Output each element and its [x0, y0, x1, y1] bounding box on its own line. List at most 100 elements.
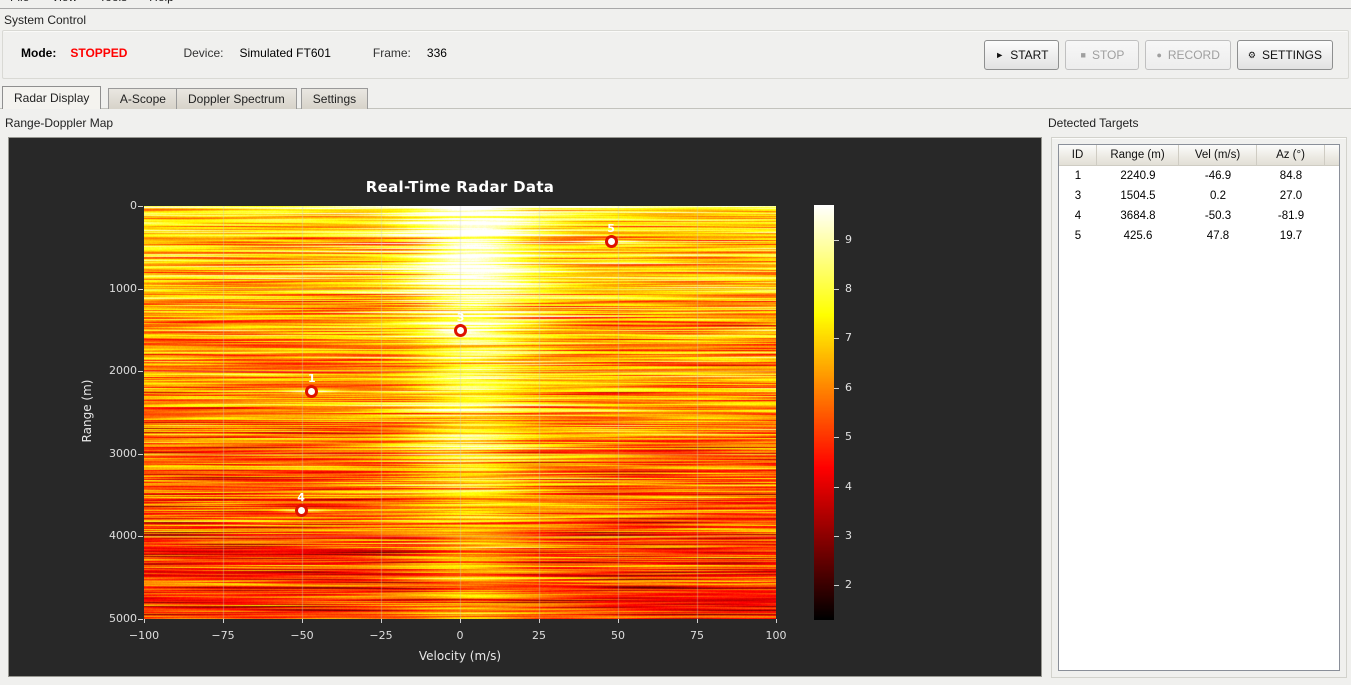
- colorbar-tick-label: 2: [845, 578, 852, 592]
- table-row[interactable]: 5 425.6 47.8 19.7: [1059, 226, 1339, 246]
- cell: 1: [1074, 170, 1082, 182]
- frame-label: Frame:: [372, 45, 411, 60]
- tab-settings[interactable]: Settings: [300, 88, 369, 109]
- target-marker-3: [454, 323, 468, 337]
- system-control-group: Mode: STOPPED Device: Simulated FT601 Frame:…: [2, 30, 1349, 79]
- x-tick-label: 0: [456, 629, 464, 642]
- colorbar-tick-mark: [834, 239, 839, 241]
- control-buttons: ► START ■ STOP ● RECORD ⚙ SETTINGS: [984, 40, 1333, 70]
- tab-doppler-spectrum[interactable]: Doppler Spectrum: [176, 88, 297, 109]
- tab-pane-border: [0, 108, 1351, 109]
- column-header-id[interactable]: ID: [1059, 145, 1097, 166]
- x-axis-label: Velocity (m/s): [418, 649, 502, 663]
- record-icon: ●: [1156, 49, 1162, 60]
- cell: 425.6: [1123, 230, 1153, 242]
- y-tick-mark: [138, 536, 143, 538]
- target-marker-4: [294, 503, 308, 517]
- y-tick-label: 1000: [109, 281, 137, 295]
- cell: 84.8: [1279, 170, 1303, 182]
- x-tick-mark: [776, 619, 777, 623]
- target-marker-label: 4: [297, 491, 305, 505]
- x-tick-mark: [302, 619, 303, 623]
- start-button[interactable]: ► START: [984, 40, 1060, 70]
- record-button-label: RECORD: [1167, 48, 1220, 62]
- column-header-rangem[interactable]: Range (m): [1097, 145, 1179, 166]
- y-tick-label: 3000: [109, 446, 137, 460]
- column-header-velms[interactable]: Vel (m/s): [1179, 145, 1257, 166]
- colorbar-tick-mark: [834, 486, 839, 488]
- start-button-label: START: [1010, 48, 1049, 62]
- tab-bar: Radar Display A-Scope Doppler Spectrum Sett…: [2, 86, 1351, 109]
- x-tick-label: −75: [211, 629, 235, 642]
- system-control-group-title: System Control: [4, 13, 87, 27]
- colorbar-tick-label: 9: [845, 232, 852, 246]
- range-doppler-heatmap: [144, 206, 776, 619]
- tab-label: Radar Display: [14, 91, 90, 105]
- x-tick-mark: [697, 619, 698, 623]
- colorbar-tick-label: 6: [845, 380, 852, 394]
- y-tick-mark: [138, 371, 143, 373]
- y-tick-label: 4000: [109, 529, 137, 543]
- record-button[interactable]: ● RECORD: [1145, 40, 1231, 70]
- y-tick-mark: [138, 288, 143, 290]
- x-tick-label: 100: [765, 629, 787, 642]
- targets-table: ID Range (m) Vel (m/s) Az (°) 1 2240.9 -46.9 8…: [1058, 144, 1340, 671]
- colorbar-tick-label: 4: [845, 479, 852, 493]
- column-header-az[interactable]: Az (°): [1257, 145, 1325, 166]
- settings-button[interactable]: ⚙ SETTINGS: [1236, 40, 1333, 70]
- tab-a-scope[interactable]: A-Scope: [107, 88, 178, 109]
- colorbar-tick-mark: [834, 288, 839, 290]
- cell: 47.8: [1206, 230, 1230, 242]
- colorbar-tick-label: 3: [845, 529, 852, 542]
- x-tick-mark: [460, 619, 461, 623]
- table-row[interactable]: 4 3684.8 -50.3 -81.9: [1059, 206, 1339, 226]
- target-marker-label: 1: [307, 372, 316, 386]
- x-tick-mark: [381, 619, 382, 623]
- y-tick-mark: [138, 206, 143, 207]
- x-tick-mark: [144, 619, 145, 623]
- cell: 27.0: [1279, 190, 1303, 202]
- cell: 2240.9: [1120, 170, 1156, 182]
- x-tick-label: 50: [611, 629, 625, 642]
- tab-label: Doppler Spectrum: [188, 92, 285, 106]
- stop-button-label: STOP: [1091, 48, 1125, 62]
- menu-item-view[interactable]: View: [51, 0, 77, 4]
- colorbar-tick-mark: [834, 536, 839, 537]
- targets-table-header: ID Range (m) Vel (m/s) Az (°): [1059, 145, 1339, 166]
- gear-icon: ⚙: [1247, 49, 1256, 60]
- target-marker-1: [305, 384, 319, 398]
- x-tick-label: −25: [369, 629, 393, 642]
- cell: 3: [1074, 190, 1082, 202]
- y-tick-label: 0: [130, 199, 137, 212]
- colorbar-tick-label: 7: [845, 331, 852, 345]
- x-tick-label: −50: [290, 629, 314, 642]
- cell: -81.9: [1277, 210, 1305, 222]
- detected-targets-group-title: Detected Targets: [1048, 116, 1139, 130]
- colorbar-tick-mark: [834, 387, 839, 389]
- target-marker-5: [604, 234, 618, 248]
- table-row[interactable]: 1 2240.9 -46.9 84.8: [1059, 166, 1339, 186]
- x-tick-label: 25: [532, 629, 546, 642]
- menu-item-file[interactable]: File: [10, 0, 29, 4]
- targets-table-body: 1 2240.9 -46.9 84.8 3 1504.5 0.2 27.0 4 3684.8 -50…: [1059, 166, 1339, 246]
- mode-label: Mode:: [21, 45, 57, 60]
- tab-radar-display[interactable]: Radar Display: [2, 86, 102, 109]
- menu-item-tools[interactable]: Tools: [99, 0, 127, 4]
- x-tick-mark: [539, 619, 540, 623]
- cell: 0.2: [1210, 190, 1226, 202]
- y-tick-label: 5000: [109, 612, 137, 625]
- colorbar-tick-label: 5: [845, 430, 852, 444]
- play-icon: ►: [995, 49, 1005, 60]
- stop-button[interactable]: ■ STOP: [1065, 40, 1140, 70]
- plot-title: Real-Time Radar Data: [365, 178, 555, 196]
- mode-value: STOPPED: [70, 45, 128, 60]
- colorbar: [814, 205, 834, 620]
- y-tick-label: 2000: [109, 364, 137, 378]
- y-axis-label: Range (m): [80, 379, 94, 443]
- colorbar-tick-mark: [834, 437, 839, 439]
- menu-item-help[interactable]: Help: [149, 0, 174, 4]
- table-row[interactable]: 3 1504.5 0.2 27.0: [1059, 186, 1339, 206]
- y-tick-mark: [138, 619, 143, 620]
- x-tick-label: 75: [690, 629, 704, 642]
- device-label: Device:: [183, 45, 224, 60]
